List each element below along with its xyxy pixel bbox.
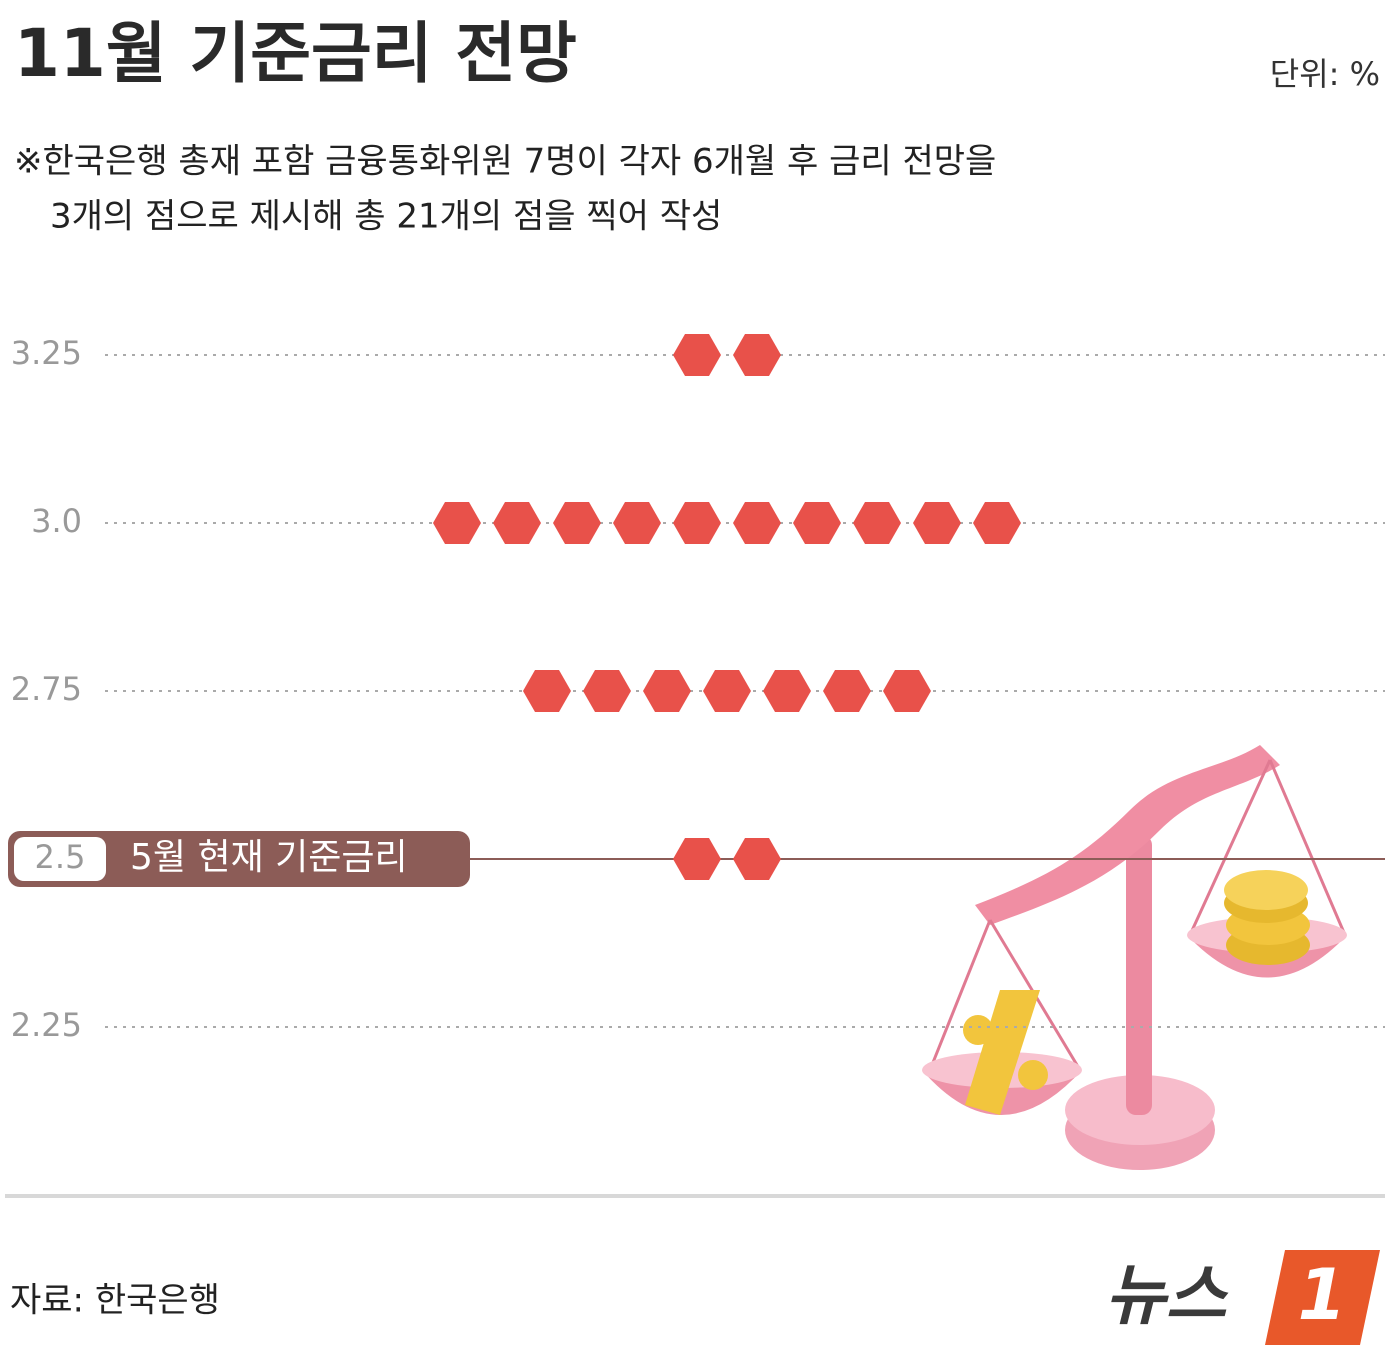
y-tick-label: 3.25	[11, 334, 82, 372]
dot	[973, 502, 1021, 544]
dot	[583, 670, 631, 712]
dot	[493, 502, 541, 544]
dot	[643, 670, 691, 712]
scale-illustration	[922, 745, 1347, 1170]
logo-box	[1265, 1250, 1380, 1345]
y-tick-label: 2.75	[11, 670, 82, 708]
dot	[733, 838, 781, 880]
annotation: 5월 현재 기준금리	[130, 837, 408, 878]
dot	[673, 838, 721, 880]
dot	[883, 670, 931, 712]
tick-box	[14, 837, 106, 881]
dot	[673, 502, 721, 544]
dot	[913, 502, 961, 544]
logo-text: 뉴스	[1105, 1257, 1229, 1334]
dot	[793, 502, 841, 544]
dot	[703, 670, 751, 712]
dot	[763, 670, 811, 712]
chart-title: 11월 기준금리 전망	[14, 15, 577, 92]
source: 자료: 한국은행	[10, 1281, 220, 1321]
dot	[523, 670, 571, 712]
logo-mark: 1	[1298, 1254, 1347, 1336]
y-tick-label: 3.0	[31, 502, 82, 540]
dot	[613, 502, 661, 544]
dot	[733, 334, 781, 376]
dot	[673, 334, 721, 376]
dot	[823, 670, 871, 712]
dot	[553, 502, 601, 544]
y-tick-label: 2.5	[35, 838, 86, 876]
dot	[433, 502, 481, 544]
unit-label: 단위: %	[1270, 55, 1380, 93]
annotation-pill	[8, 831, 470, 887]
note-line: ※한국은행 총재 포함 금융통화위원 7명이 각자 6개월 후 금리 전망을	[14, 142, 996, 182]
y-tick-label: 2.25	[11, 1006, 82, 1044]
note-line: 3개의 점으로 제시해 총 21개의 점을 찍어 작성	[50, 197, 722, 237]
dot	[853, 502, 901, 544]
dot	[733, 502, 781, 544]
